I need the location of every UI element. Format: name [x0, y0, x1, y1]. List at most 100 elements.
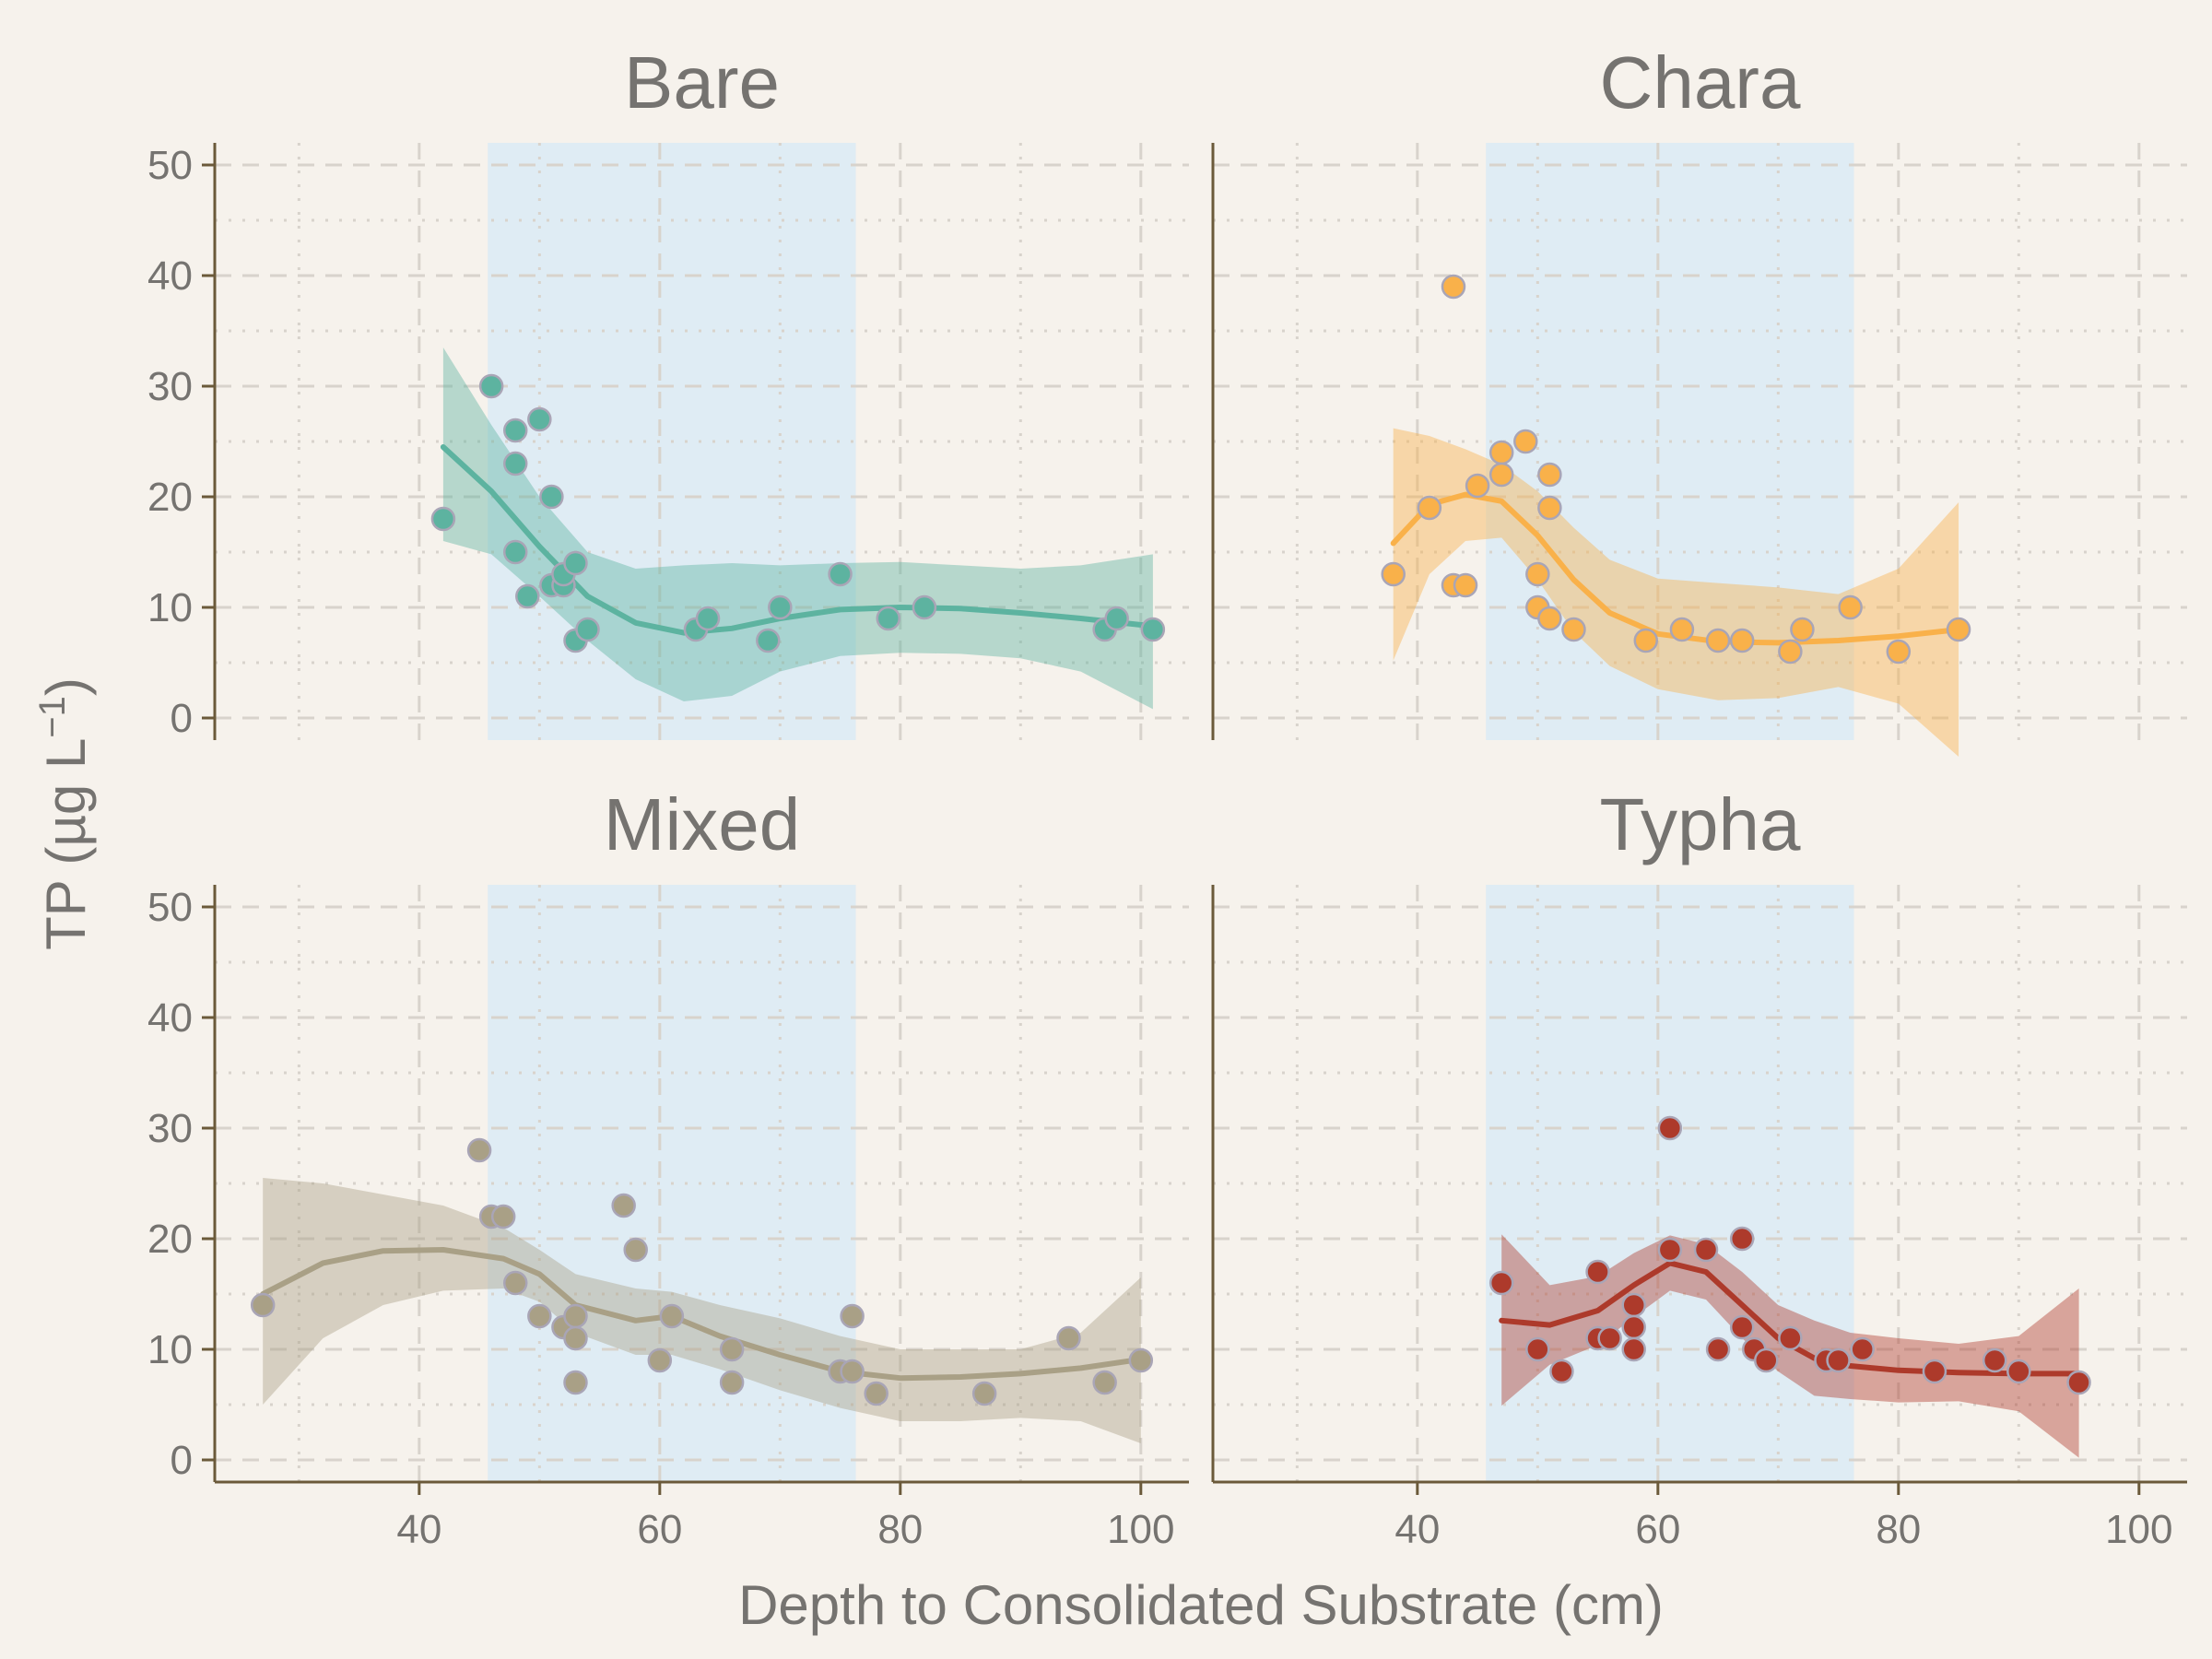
fit-line	[1499, 1260, 2082, 1377]
data-point	[623, 1237, 648, 1263]
data-point	[1537, 495, 1562, 521]
data-point	[1790, 617, 1815, 642]
facet-mixed: Mixed 0 10 20 30 40 50 40 60 80 100	[147, 783, 1189, 1552]
data-point	[1537, 606, 1562, 631]
data-point	[1140, 617, 1166, 642]
data-point	[1488, 1270, 1514, 1296]
data-point	[1597, 1325, 1622, 1351]
x-tick-label: 60	[637, 1507, 682, 1552]
data-point	[864, 1381, 888, 1406]
data-point	[563, 550, 588, 576]
data-point	[1705, 1336, 1731, 1362]
data-point	[1537, 462, 1562, 488]
data-point	[1982, 1347, 2007, 1373]
data-point	[1705, 628, 1731, 653]
data-point	[466, 1137, 492, 1163]
data-point	[1886, 639, 1912, 665]
data-point	[430, 506, 456, 532]
data-point	[1778, 1325, 1803, 1351]
data-point	[611, 1193, 636, 1218]
data-point	[1092, 1370, 1117, 1395]
data-point	[1128, 1347, 1154, 1373]
data-point	[575, 617, 600, 642]
data-point	[1488, 440, 1514, 465]
data-point	[828, 561, 853, 587]
x-tick-label: 60	[1635, 1507, 1680, 1552]
facet-title-mixed: Mixed	[604, 783, 800, 865]
data-point	[502, 1270, 528, 1296]
data-point	[1850, 1336, 1875, 1362]
data-point	[1693, 1237, 1719, 1263]
data-point	[1778, 639, 1803, 665]
data-point	[1922, 1359, 1947, 1384]
y-tick-label: 50	[147, 885, 193, 930]
y-tick-label: 20	[147, 475, 193, 520]
data-point	[756, 628, 781, 653]
x-tick-label: 40	[1394, 1507, 1440, 1552]
data-point	[1657, 1115, 1683, 1141]
data-point	[1417, 495, 1442, 521]
data-point	[1729, 1226, 1755, 1252]
data-point	[502, 451, 528, 477]
data-point	[1669, 617, 1695, 642]
y-tick-label: 50	[147, 143, 193, 188]
y-tick-label: 0	[171, 1438, 193, 1483]
data-point	[515, 583, 540, 609]
data-point	[695, 606, 721, 631]
y-tick-label: 40	[147, 995, 193, 1041]
data-point	[912, 594, 937, 620]
data-point	[527, 406, 552, 432]
data-point	[1488, 462, 1514, 488]
confidence-ribbon	[442, 347, 1153, 710]
data-point	[527, 1303, 552, 1329]
data-point	[1729, 1314, 1755, 1340]
y-axis-title: TP (µg L−1)	[32, 677, 97, 950]
y-tick-label: 10	[147, 585, 193, 630]
facet-chara: Chara	[1211, 41, 2187, 757]
confidence-ribbon	[1393, 428, 1959, 757]
x-tick-label: 40	[396, 1507, 441, 1552]
fit-line	[1390, 491, 1962, 646]
data-point	[250, 1292, 276, 1318]
data-point	[768, 594, 793, 620]
x-tick-label: 100	[1107, 1507, 1174, 1552]
facet-title-chara: Chara	[1600, 41, 1801, 124]
data-point	[1621, 1336, 1646, 1362]
y-tick-label: 40	[147, 253, 193, 299]
data-point	[1104, 606, 1129, 631]
data-point	[1838, 594, 1863, 620]
facet-title-bare: Bare	[624, 41, 780, 124]
y-tick-label: 30	[147, 1106, 193, 1151]
data-point	[1657, 1237, 1683, 1263]
fit-line	[440, 444, 1156, 636]
data-point	[719, 1370, 745, 1395]
data-point	[563, 1325, 588, 1351]
data-point	[1381, 561, 1406, 587]
data-point	[971, 1381, 997, 1406]
data-point	[840, 1359, 865, 1384]
y-tick-label: 30	[147, 364, 193, 409]
data-point	[659, 1303, 685, 1329]
data-point	[1525, 561, 1550, 587]
data-point	[1729, 628, 1755, 653]
facets-layer: Bare 0 10 20 30 40 50 Chara Mixed 0 10 20 30 40 50 40 60…	[147, 41, 2187, 1552]
data-point	[1754, 1347, 1779, 1373]
data-point	[539, 484, 564, 510]
data-point	[1549, 1359, 1574, 1384]
x-axis-title: Depth to Consolidated Substrate (cm)	[738, 1574, 1664, 1636]
data-point	[2066, 1370, 2091, 1395]
y-tick-label: 0	[171, 696, 193, 741]
y-axis-title-main: TP (µg L	[35, 738, 97, 950]
data-point	[1513, 429, 1538, 454]
data-point	[1056, 1325, 1081, 1351]
facet-title-typha: Typha	[1600, 783, 1801, 865]
data-point	[478, 373, 504, 399]
data-point	[563, 1370, 588, 1395]
data-point	[502, 539, 528, 565]
data-point	[2006, 1359, 2031, 1384]
x-tick-label: 100	[2105, 1507, 2172, 1552]
x-tick-label: 80	[1876, 1507, 1921, 1552]
data-point	[840, 1303, 865, 1329]
data-point	[1826, 1347, 1851, 1373]
